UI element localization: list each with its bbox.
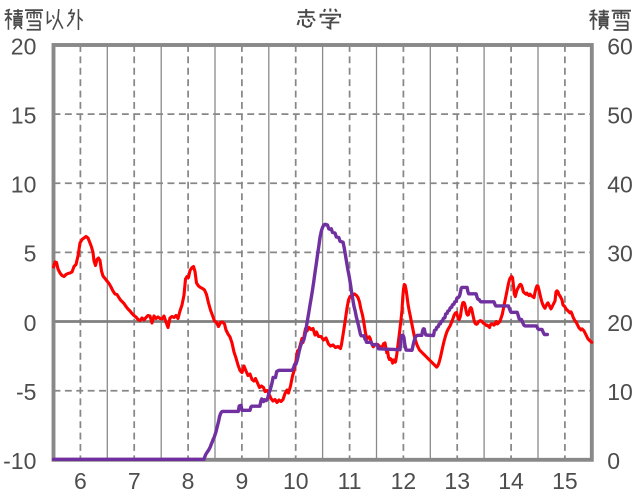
svg-text:5: 5 — [24, 241, 37, 267]
svg-text:-5: -5 — [16, 379, 36, 405]
svg-text:15: 15 — [552, 468, 578, 494]
svg-text:14: 14 — [498, 468, 524, 494]
svg-text:11: 11 — [338, 468, 362, 494]
svg-text:12: 12 — [391, 468, 417, 494]
svg-text:13: 13 — [444, 468, 470, 494]
svg-text:10: 10 — [11, 172, 37, 198]
svg-text:0: 0 — [607, 448, 620, 474]
svg-text:20: 20 — [607, 310, 633, 336]
svg-text:8: 8 — [182, 468, 195, 494]
svg-text:15: 15 — [11, 102, 37, 128]
svg-text:10: 10 — [607, 379, 633, 405]
svg-text:20: 20 — [11, 33, 37, 59]
svg-text:6: 6 — [74, 468, 87, 494]
svg-text:9: 9 — [236, 468, 249, 494]
svg-text:-10: -10 — [3, 448, 36, 474]
svg-text:7: 7 — [128, 468, 141, 494]
svg-text:0: 0 — [24, 310, 37, 336]
svg-text:60: 60 — [607, 33, 633, 59]
svg-text:40: 40 — [607, 172, 633, 198]
svg-text:50: 50 — [607, 102, 633, 128]
svg-text:30: 30 — [607, 241, 633, 267]
svg-text:10: 10 — [283, 468, 309, 494]
